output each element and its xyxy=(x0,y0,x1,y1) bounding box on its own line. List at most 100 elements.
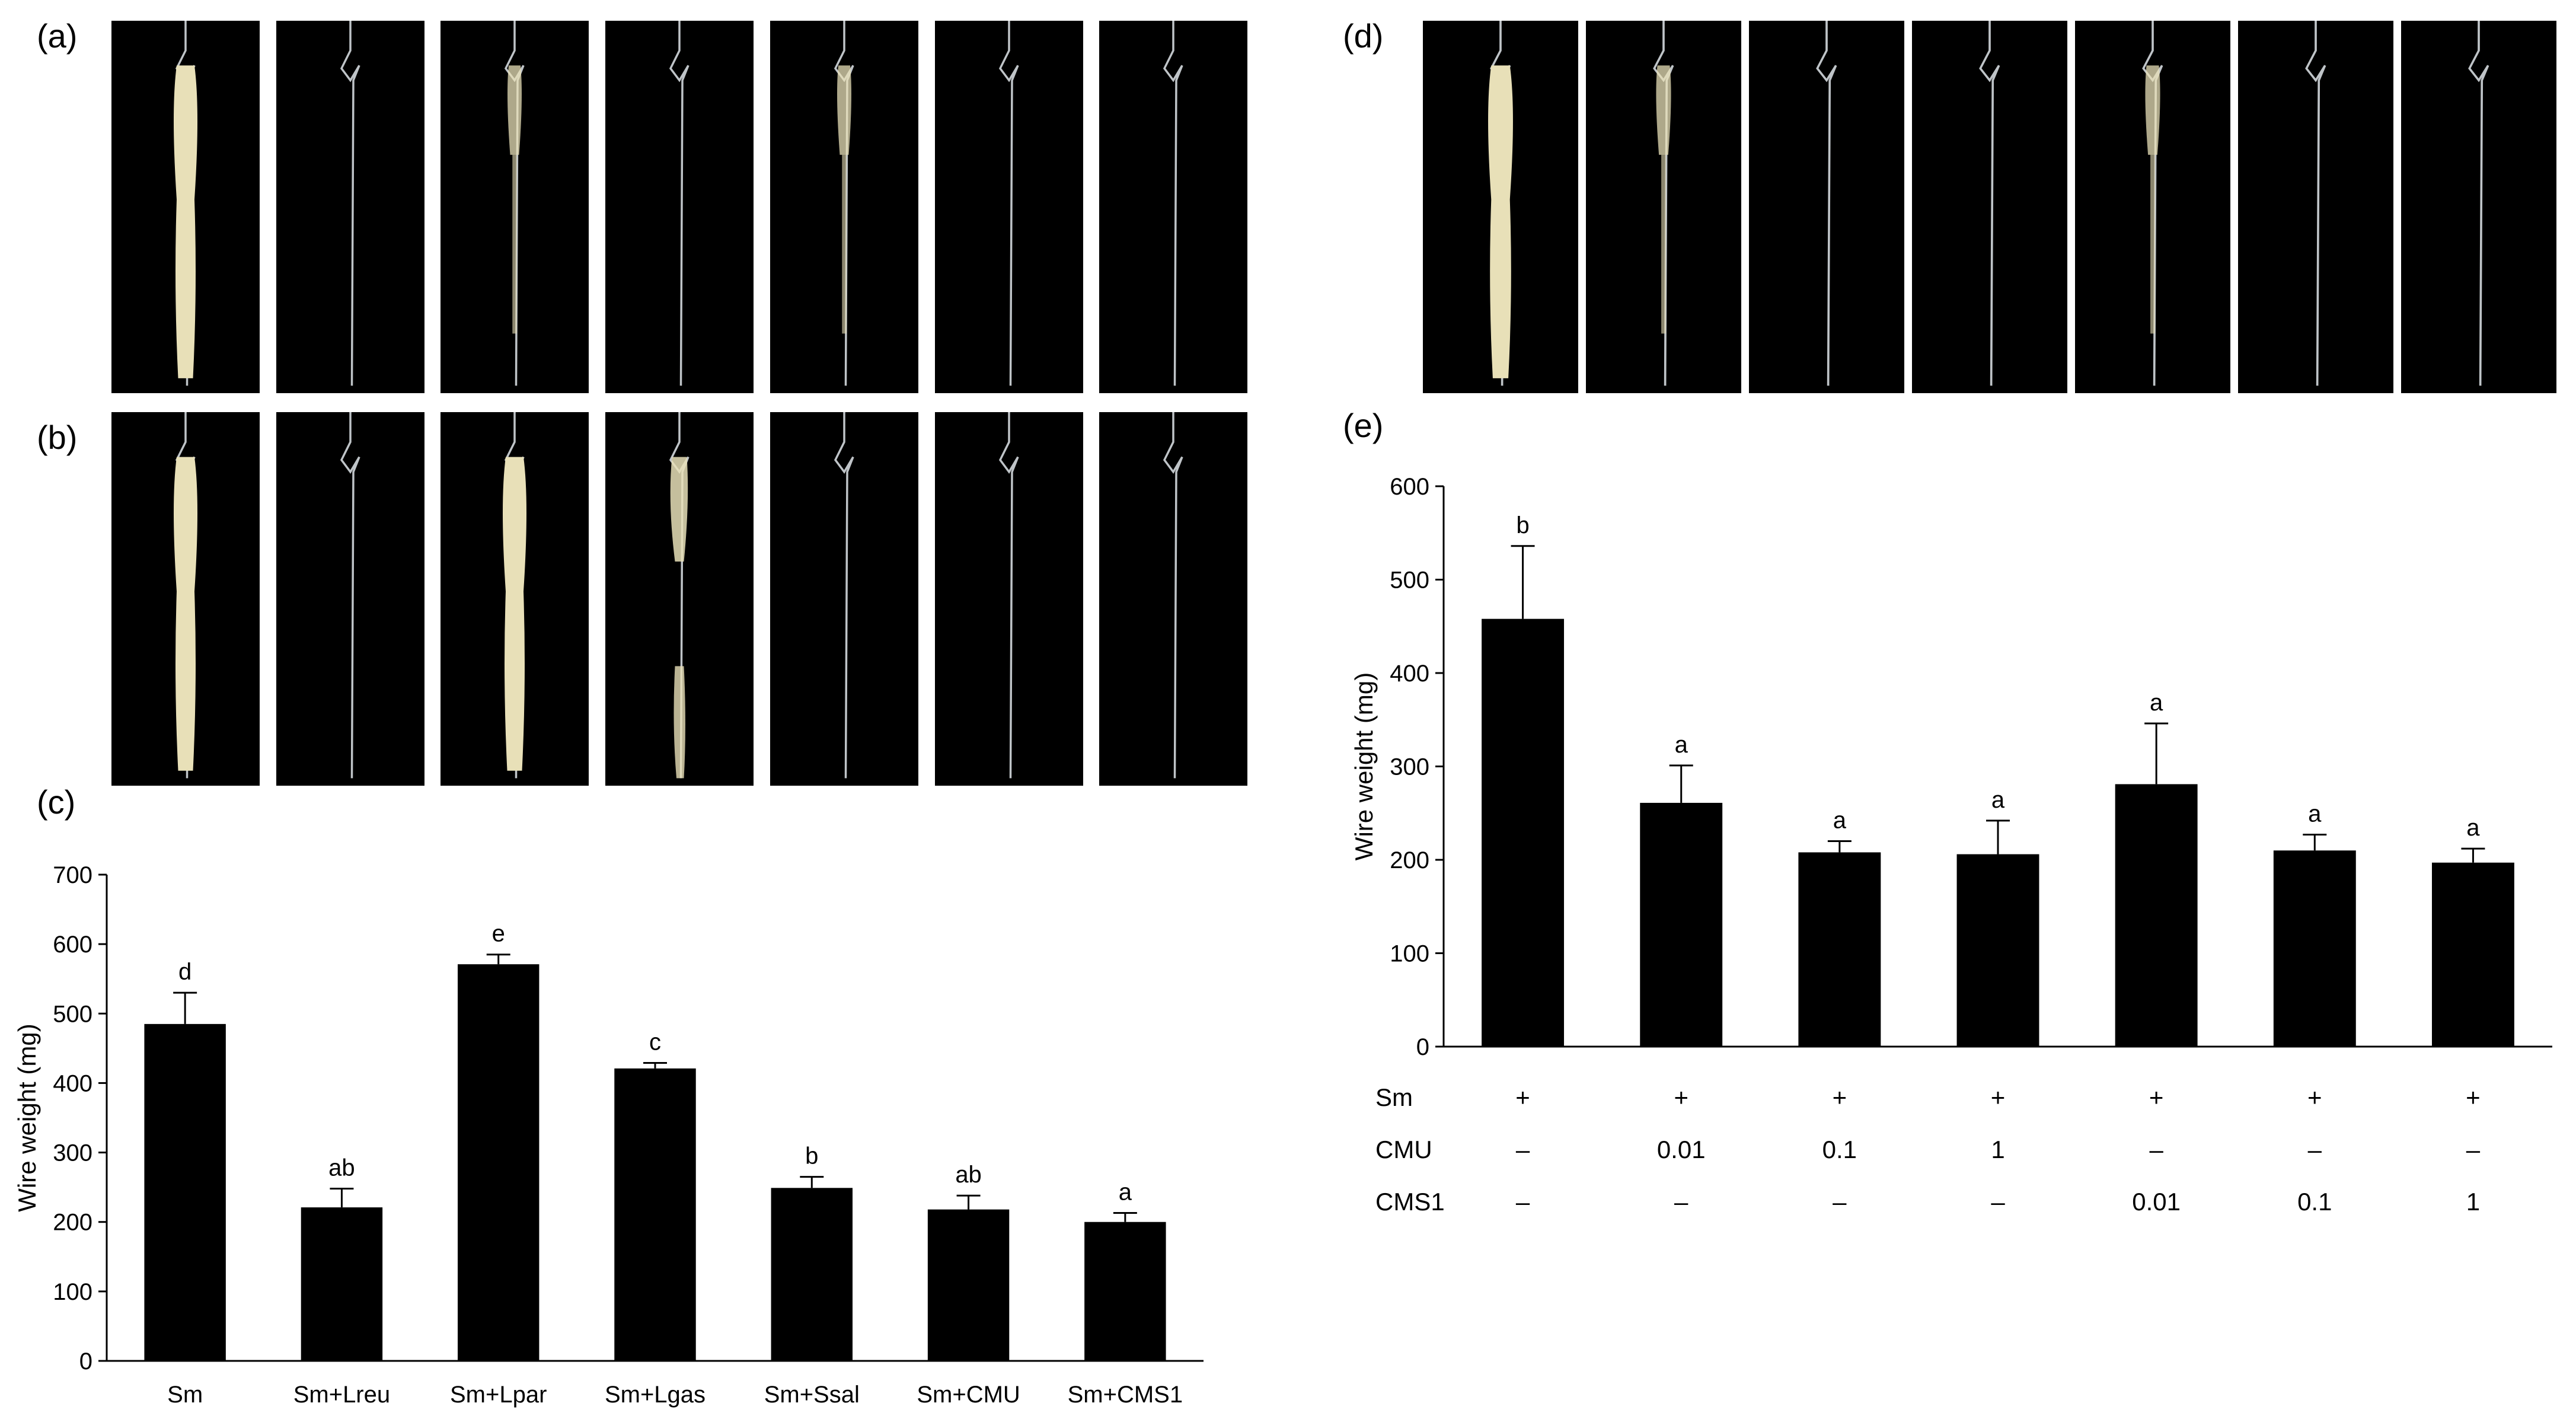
y-tick-label: 500 xyxy=(1390,567,1429,594)
bar-chart-c: 0 100 200 300 400 500 600 700 Wire weight (mg) d S… xyxy=(13,862,1204,1408)
bar-chart-e: 0 100 200 300 400 500 600 Wire weight (mg) b a a a a… xyxy=(1350,474,2552,1216)
x-tick-label: Sm+Ssal xyxy=(764,1382,860,1408)
photo-d-1 xyxy=(1423,21,1578,393)
y-axis-label: Wire weight (mg) xyxy=(1350,672,1378,860)
treatment-cell: 1 xyxy=(2466,1188,2480,1216)
significance-label: a xyxy=(1675,732,1688,758)
y-tick-label: 500 xyxy=(53,1001,92,1027)
wire-thumbnail xyxy=(2468,21,2489,386)
x-tick-label: Sm+Lgas xyxy=(605,1382,706,1408)
wire-thumbnail xyxy=(340,21,360,386)
y-tick-label: 400 xyxy=(53,1070,92,1096)
bar xyxy=(144,1023,226,1361)
y-axis-label: Wire weight (mg) xyxy=(13,1023,41,1211)
y-tick-label: 600 xyxy=(1390,474,1429,500)
treatment-cell: + xyxy=(2149,1083,2164,1111)
wire-thumbnail xyxy=(503,412,527,779)
treatment-cell: – xyxy=(1516,1188,1530,1216)
panel-label-c: (c) xyxy=(37,783,76,821)
y-tick-label: 200 xyxy=(53,1210,92,1236)
treatment-cell: 0.1 xyxy=(2297,1188,2332,1216)
photo-d-6 xyxy=(2238,21,2393,393)
wire-thumbnail xyxy=(1653,21,1674,386)
treatment-cell: – xyxy=(2308,1136,2322,1163)
x-tick-label: Sm+Lreu xyxy=(293,1382,390,1408)
bar xyxy=(301,1207,383,1361)
x-tick-label: Sm+Lpar xyxy=(450,1382,547,1408)
wire-thumbnail xyxy=(834,412,854,779)
y-tick-label: 600 xyxy=(53,932,92,958)
photo-a-3 xyxy=(440,21,589,393)
bar xyxy=(2431,862,2514,1047)
treatment-cell: – xyxy=(1833,1188,1847,1216)
treatment-row-label: CMU xyxy=(1375,1136,1432,1163)
photo-d-5 xyxy=(2075,21,2230,393)
y-tick-label: 0 xyxy=(1416,1034,1429,1060)
significance-label: ab xyxy=(955,1162,982,1188)
treatment-cell: 0.01 xyxy=(2132,1188,2181,1216)
wire-thumbnail xyxy=(174,21,197,386)
significance-label: c xyxy=(649,1029,661,1055)
wire-thumbnail xyxy=(834,21,854,386)
treatment-cell: + xyxy=(2307,1083,2322,1111)
significance-label: ab xyxy=(328,1155,355,1181)
photo-a-7 xyxy=(1099,21,1248,393)
bar xyxy=(614,1068,696,1361)
photo-a-5 xyxy=(770,21,918,393)
treatment-cell: – xyxy=(1674,1188,1688,1216)
wire-thumbnail xyxy=(998,21,1019,386)
panel-label-e: (e) xyxy=(1343,407,1384,444)
bar xyxy=(458,964,540,1361)
wire-thumbnail xyxy=(998,412,1019,779)
significance-label: d xyxy=(178,959,191,985)
wire-thumbnail xyxy=(1163,412,1183,779)
photo-b-5 xyxy=(770,412,918,786)
x-tick-label: Sm+CMS1 xyxy=(1068,1382,1183,1408)
treatment-cell: – xyxy=(2466,1136,2481,1163)
wire-thumbnail xyxy=(174,412,197,779)
x-tick-label: Sm xyxy=(167,1382,203,1408)
treatment-cell: – xyxy=(1516,1136,1530,1163)
significance-label: a xyxy=(1991,787,2005,813)
photo-b-3 xyxy=(440,412,589,786)
photo-b-6 xyxy=(934,412,1083,786)
y-tick-label: 100 xyxy=(1390,941,1429,967)
photo-a-4 xyxy=(605,21,754,393)
y-tick-label: 100 xyxy=(53,1279,92,1305)
photo-a-1 xyxy=(111,21,260,393)
significance-label: a xyxy=(1119,1179,1132,1205)
bar xyxy=(1084,1222,1166,1361)
panel-label-b: (b) xyxy=(37,419,78,456)
wire-thumbnail xyxy=(1979,21,2000,386)
significance-label: b xyxy=(805,1143,818,1169)
significance-label: a xyxy=(2466,815,2480,841)
photo-d-2 xyxy=(1586,21,1741,393)
bar xyxy=(1798,852,1881,1047)
bar xyxy=(927,1209,1010,1361)
y-tick-label: 200 xyxy=(1390,847,1429,873)
wire-thumbnail xyxy=(1488,21,1513,386)
treatment-cell: 0.01 xyxy=(1657,1136,1706,1163)
treatment-cell: – xyxy=(1991,1188,2005,1216)
photo-d-3 xyxy=(1749,21,1904,393)
panel-label-a: (a) xyxy=(37,17,78,55)
wire-thumbnail xyxy=(669,21,690,386)
treatment-cell: 0.1 xyxy=(1822,1136,1857,1163)
wire-thumbnail xyxy=(2305,21,2326,386)
bar xyxy=(1956,854,2039,1047)
photo-b-1 xyxy=(111,412,260,786)
bar xyxy=(2273,850,2356,1047)
y-tick-label: 300 xyxy=(1390,754,1429,780)
photo-d-4 xyxy=(1912,21,2067,393)
significance-label: a xyxy=(1833,808,1847,834)
photo-a-2 xyxy=(276,21,424,393)
bar xyxy=(1640,802,1723,1047)
photo-b-4 xyxy=(605,412,754,786)
treatment-cell: + xyxy=(1833,1083,1847,1111)
significance-label: b xyxy=(1516,512,1529,538)
treatment-cell: + xyxy=(1674,1083,1688,1111)
treatment-cell: 1 xyxy=(1991,1136,2004,1163)
wire-thumbnail xyxy=(2142,21,2163,386)
significance-label: e xyxy=(492,921,505,947)
treatment-cell: + xyxy=(1991,1083,2006,1111)
